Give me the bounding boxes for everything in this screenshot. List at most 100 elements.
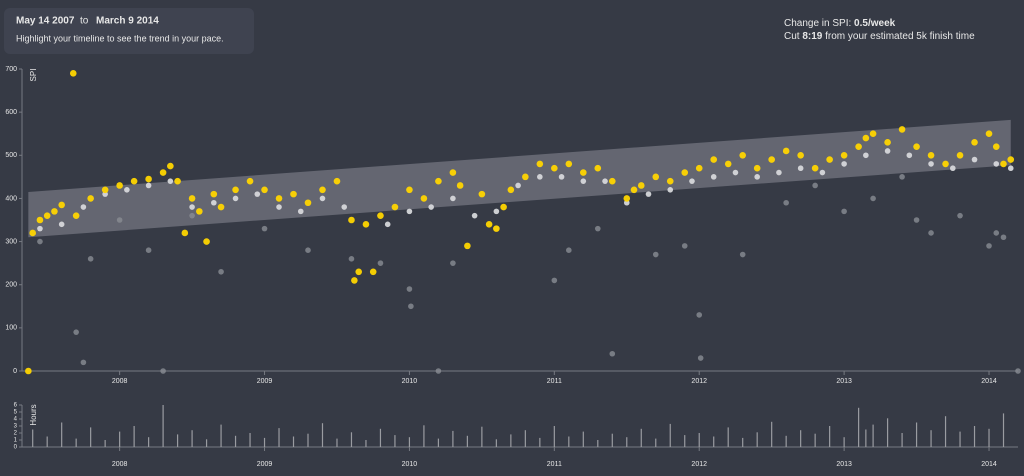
data-point (695, 164, 703, 172)
bar (655, 438, 657, 447)
data-point (956, 151, 964, 159)
bar (771, 421, 773, 447)
y-axis-label: SPI (29, 69, 38, 82)
data-point (993, 230, 1000, 236)
bar (886, 418, 889, 447)
data-point (435, 177, 442, 185)
data-point (145, 247, 152, 253)
bar (756, 432, 758, 447)
bar (336, 438, 338, 447)
y-tick-label: 5 (14, 410, 18, 416)
bar (713, 436, 715, 447)
data-point (986, 243, 992, 249)
data-point (478, 190, 486, 198)
data-point (812, 182, 818, 189)
x-tick-label: 2012 (691, 461, 707, 468)
data-point (304, 199, 312, 207)
data-point (51, 208, 58, 215)
cut-value: 8:19 (802, 31, 822, 42)
data-point (840, 151, 848, 159)
data-point (29, 229, 36, 237)
data-point (276, 204, 282, 210)
data-point (522, 173, 529, 181)
data-point (689, 178, 695, 184)
data-point (362, 221, 370, 228)
data-point (667, 187, 674, 193)
bar (582, 431, 584, 447)
data-point (985, 130, 993, 138)
data-point (37, 225, 43, 232)
data-point (232, 195, 239, 202)
data-point (377, 260, 384, 266)
data-point (87, 195, 94, 202)
data-point (993, 161, 1000, 167)
bar (495, 439, 497, 447)
data-point (602, 178, 608, 184)
data-point (203, 238, 210, 245)
data-point (949, 165, 956, 172)
data-point (566, 247, 572, 253)
data-point (899, 174, 905, 180)
data-point (493, 208, 500, 215)
data-point (406, 286, 413, 292)
change-value: 0.5/week (854, 18, 896, 29)
bar (61, 422, 63, 447)
data-point (341, 204, 348, 210)
data-point (884, 139, 891, 146)
data-point (471, 212, 478, 219)
bar (524, 430, 526, 447)
data-point (797, 165, 804, 172)
data-point (819, 169, 826, 176)
data-point (181, 229, 189, 237)
x-tick-label: 2013 (836, 461, 852, 468)
data-point (971, 139, 978, 146)
data-point (957, 212, 963, 219)
date-from: May 14 2007 (16, 16, 75, 27)
bar (727, 427, 729, 447)
bar (814, 433, 816, 447)
bar (915, 422, 918, 447)
bar (176, 434, 179, 447)
data-point (732, 169, 739, 176)
data-point (609, 350, 616, 357)
bar (742, 437, 744, 447)
bar (901, 433, 903, 447)
data-point (898, 126, 906, 133)
data-point (637, 182, 645, 189)
data-point (391, 203, 399, 211)
bar (119, 431, 121, 447)
data-point (58, 221, 65, 228)
data-point (384, 221, 391, 228)
data-point (167, 178, 174, 184)
data-point (160, 368, 166, 374)
data-point (145, 175, 152, 183)
y-tick-label: 6 (14, 403, 18, 409)
bar (379, 428, 382, 447)
bar (568, 436, 570, 447)
data-point (189, 212, 195, 219)
y-tick-label: 1 (14, 438, 18, 444)
date-to: March 9 2014 (96, 16, 159, 27)
data-point (594, 164, 602, 172)
cut-label: Cut (784, 31, 800, 42)
data-point (739, 251, 746, 258)
hint: Highlight your timeline to see the trend… (16, 33, 224, 43)
data-point (1007, 165, 1014, 172)
data-point (319, 195, 326, 202)
data-point (869, 130, 877, 138)
data-point (580, 178, 587, 184)
data-point (754, 174, 760, 180)
bar (90, 427, 92, 447)
data-point (261, 225, 268, 232)
data-point (189, 204, 195, 210)
data-point (927, 151, 935, 159)
data-point (406, 208, 413, 215)
data-point (116, 182, 123, 189)
stats-line-2: Cut 8:19 from your estimated 5k finish t… (784, 31, 975, 42)
data-point (645, 191, 652, 197)
bar (220, 424, 222, 447)
bar (597, 440, 599, 447)
data-point (928, 161, 934, 167)
y-tick-label: 500 (5, 152, 17, 159)
data-point (1015, 368, 1021, 374)
